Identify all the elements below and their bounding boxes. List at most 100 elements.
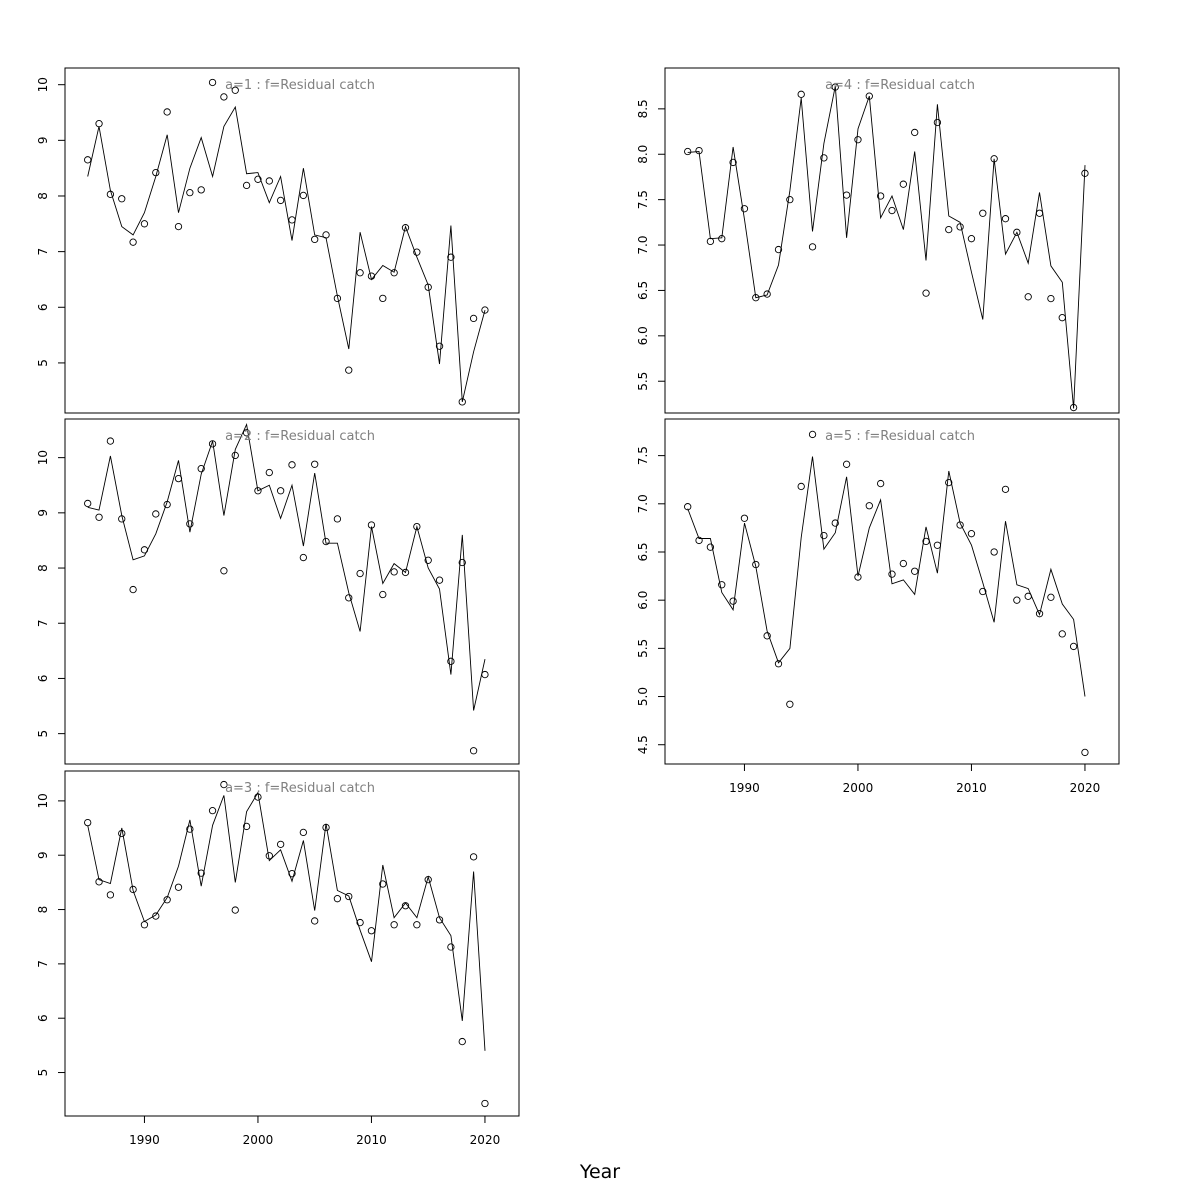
x-axis-title: Year	[579, 1161, 620, 1183]
panel-3: 5 6 7 8 9 10 1990 2000 2010 2020 a=3 : f=Residual …	[36, 770, 520, 1147]
observed-point	[458, 558, 466, 567]
observed-point	[379, 294, 387, 303]
observed-point	[854, 573, 862, 581]
observed-point	[208, 78, 217, 87]
observed-point	[1047, 294, 1055, 303]
observed-point	[254, 487, 262, 495]
observed-point	[345, 366, 353, 374]
observed-point	[140, 546, 149, 554]
observed-point	[435, 916, 444, 924]
observed-point	[254, 793, 262, 801]
observed-point	[174, 883, 183, 891]
observed-point	[345, 594, 353, 602]
observed-point	[877, 479, 885, 488]
y-tick-label: 8	[36, 564, 50, 572]
observed-point	[333, 294, 342, 303]
panel-4: 5.5 6.0 6.5 7.0 7.5 8.0 8.5 a=4 : f=Residual ca…	[636, 67, 1120, 414]
observed-point	[186, 520, 194, 528]
observed-point	[774, 660, 783, 668]
observed-point	[265, 468, 273, 477]
observed-point	[865, 92, 873, 100]
y-tick-label: 9	[36, 509, 50, 517]
x-tick-label: 1990	[129, 1133, 160, 1147]
observed-point	[1001, 215, 1010, 223]
observed-point	[1058, 314, 1066, 322]
panel-title: a=4 : f=Residual catch	[825, 78, 975, 93]
observed-point	[299, 553, 307, 562]
observed-point	[424, 556, 432, 564]
panel-2: 5 6 7 8 9 10 a=2 : f=Residual catch	[36, 418, 520, 765]
observed-point	[469, 853, 478, 861]
y-tick-label: 6.0	[636, 591, 650, 610]
panel-title: a=5 : f=Residual catch	[825, 429, 975, 444]
observed-point	[401, 224, 410, 232]
observed-point	[129, 885, 137, 894]
observed-point	[729, 597, 737, 605]
y-tick-label: 8	[36, 906, 50, 914]
observed-point	[220, 93, 228, 101]
observed-point	[265, 177, 273, 185]
fitted-line	[687, 456, 1086, 697]
observed-point	[197, 465, 205, 473]
observed-point	[888, 570, 896, 578]
observed-point	[933, 118, 942, 127]
observed-point	[163, 896, 171, 904]
observed-point	[979, 587, 987, 596]
observed-point	[990, 548, 998, 556]
observed-point	[447, 657, 455, 665]
observed-point	[231, 86, 239, 94]
x-tick-label: 1990	[729, 781, 760, 795]
observed-point	[333, 515, 342, 523]
y-tick-label: 5.5	[636, 372, 650, 391]
observed-point	[118, 829, 126, 838]
observed-point	[740, 205, 749, 213]
y-tick-label: 7	[36, 619, 50, 627]
observed-point	[186, 188, 194, 197]
observed-point	[288, 461, 296, 469]
y-tick-label: 7	[36, 248, 50, 256]
observed-point	[220, 780, 228, 789]
observed-point	[706, 237, 715, 246]
observed-point	[163, 108, 171, 116]
observed-point	[367, 521, 376, 529]
observed-point	[95, 878, 103, 886]
observed-point	[945, 478, 953, 487]
y-tick-label: 7.5	[636, 190, 650, 209]
observed-point	[1001, 485, 1010, 493]
observed-point	[808, 430, 817, 439]
plot-frame	[664, 67, 1120, 414]
observed-point	[140, 921, 149, 929]
observed-point	[254, 175, 262, 183]
observed-point	[390, 921, 398, 929]
y-tick-label: 7.5	[636, 446, 650, 465]
observed-point	[911, 128, 919, 137]
observed-point	[276, 196, 285, 205]
observed-point	[888, 206, 896, 215]
y-tick-label: 5.0	[636, 687, 650, 706]
observed-point	[797, 90, 805, 98]
y-tick-label: 8.5	[636, 99, 650, 118]
observed-point	[695, 146, 703, 155]
observed-point	[242, 181, 251, 190]
y-tick-label: 5	[36, 1069, 50, 1077]
observed-point	[424, 876, 432, 884]
observed-point	[220, 567, 228, 575]
y-tick-label: 10	[36, 77, 50, 92]
fitted-line	[87, 422, 486, 711]
y-tick-label: 9	[36, 137, 50, 145]
observed-point	[95, 513, 103, 521]
observed-point	[333, 895, 342, 903]
observed-point	[979, 209, 987, 217]
observed-point	[1047, 593, 1055, 601]
y-tick-label: 7.0	[636, 494, 650, 513]
observed-point	[706, 543, 715, 551]
observed-point	[1081, 169, 1089, 177]
observed-point	[1013, 596, 1021, 604]
plot-frame	[64, 67, 520, 414]
observed-point	[356, 269, 364, 277]
chart-panels: 5 6 7 8 9 10 a=1 : f=Residual catch 5 6 7 8 9 10 a=2 …	[36, 67, 1120, 1147]
observed-point	[956, 223, 964, 231]
observed-point	[390, 269, 398, 277]
observed-point	[740, 514, 749, 522]
plot-frame	[64, 418, 520, 765]
